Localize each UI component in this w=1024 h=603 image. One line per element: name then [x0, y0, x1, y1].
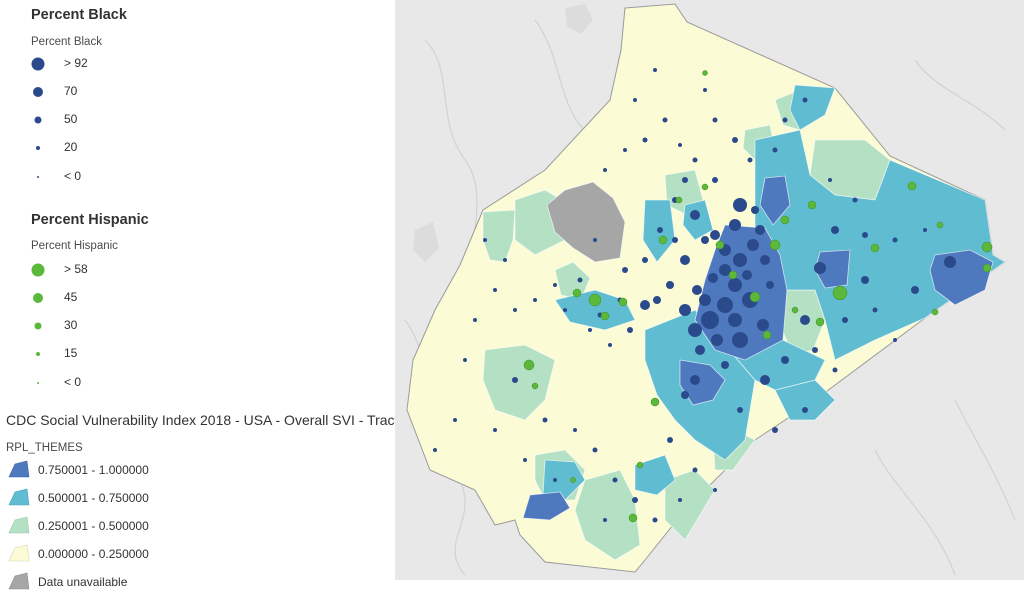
legend-label: 30	[64, 318, 78, 332]
legend-label: > 58	[64, 262, 88, 276]
legend-item-hispanic-1: > 58	[22, 260, 322, 280]
svi-tracts	[482, 84, 1006, 561]
svi-class-label: Data unavailable	[38, 575, 128, 589]
legend-item-black-1: > 92	[22, 54, 322, 74]
svi-class-3: 0.250001 - 0.500000	[8, 515, 308, 537]
percent-hispanic-subtitle: Percent Hispanic	[31, 240, 118, 252]
legend-item-black-2: 70	[22, 82, 322, 102]
svi-class-label: 0.000000 - 0.250000	[38, 547, 149, 561]
svi-class-label: 0.250001 - 0.500000	[38, 519, 149, 533]
circle-icon	[34, 322, 42, 330]
legend-item-hispanic-2: 45	[22, 288, 322, 308]
svi-field-name: RPL_THEMES	[6, 442, 83, 454]
svi-class-2: 0.500001 - 0.750000	[8, 487, 308, 509]
polygon-swatch-icon	[8, 460, 30, 478]
svi-layer-title: CDC Social Vulnerability Index 2018 - US…	[6, 412, 406, 428]
legend-item-black-4: 20	[22, 138, 322, 158]
percent-hispanic-dots	[523, 70, 993, 523]
circle-icon	[34, 116, 42, 124]
legend-label: 70	[64, 84, 78, 98]
polygon-swatch-icon	[8, 488, 30, 506]
legend-item-hispanic-5: < 0	[22, 373, 322, 393]
percent-black-dots	[433, 68, 956, 523]
legend-item-hispanic-3: 30	[22, 316, 322, 336]
svi-class-1: 0.750001 - 1.000000	[8, 459, 308, 481]
legend-label: 15	[64, 346, 78, 360]
circle-icon	[37, 176, 39, 178]
legend-item-black-5: < 0	[22, 167, 322, 187]
circle-icon	[31, 263, 45, 277]
map-canvas[interactable]	[395, 0, 1024, 580]
legend-label: < 0	[64, 375, 82, 389]
circle-icon	[36, 352, 40, 356]
legend-label: 20	[64, 140, 78, 154]
percent-hispanic-title: Percent Hispanic	[31, 212, 149, 228]
percent-black-title: Percent Black	[31, 7, 127, 23]
svi-class-label: 0.750001 - 1.000000	[38, 463, 149, 477]
polygon-swatch-icon	[8, 516, 30, 534]
svi-class-label: 0.500001 - 0.750000	[38, 491, 149, 505]
percent-black-subtitle: Percent Black	[31, 36, 102, 48]
legend-label: 50	[64, 112, 78, 126]
legend-item-black-3: 50	[22, 110, 322, 130]
circle-icon	[33, 87, 43, 97]
circle-icon	[31, 57, 45, 71]
circle-icon	[37, 382, 39, 384]
legend-label: > 92	[64, 56, 88, 70]
legend-item-hispanic-4: 15	[22, 344, 322, 364]
circle-icon	[36, 146, 40, 150]
svi-class-4: 0.000000 - 0.250000	[8, 543, 308, 565]
polygon-swatch-icon	[8, 572, 30, 590]
polygon-swatch-icon	[8, 544, 30, 562]
circle-icon	[33, 293, 43, 303]
svi-class-5: Data unavailable	[8, 571, 308, 593]
map-legend: Percent Black Percent Black > 92 70 50 2…	[0, 0, 405, 603]
legend-label: < 0	[64, 169, 82, 183]
legend-label: 45	[64, 290, 78, 304]
